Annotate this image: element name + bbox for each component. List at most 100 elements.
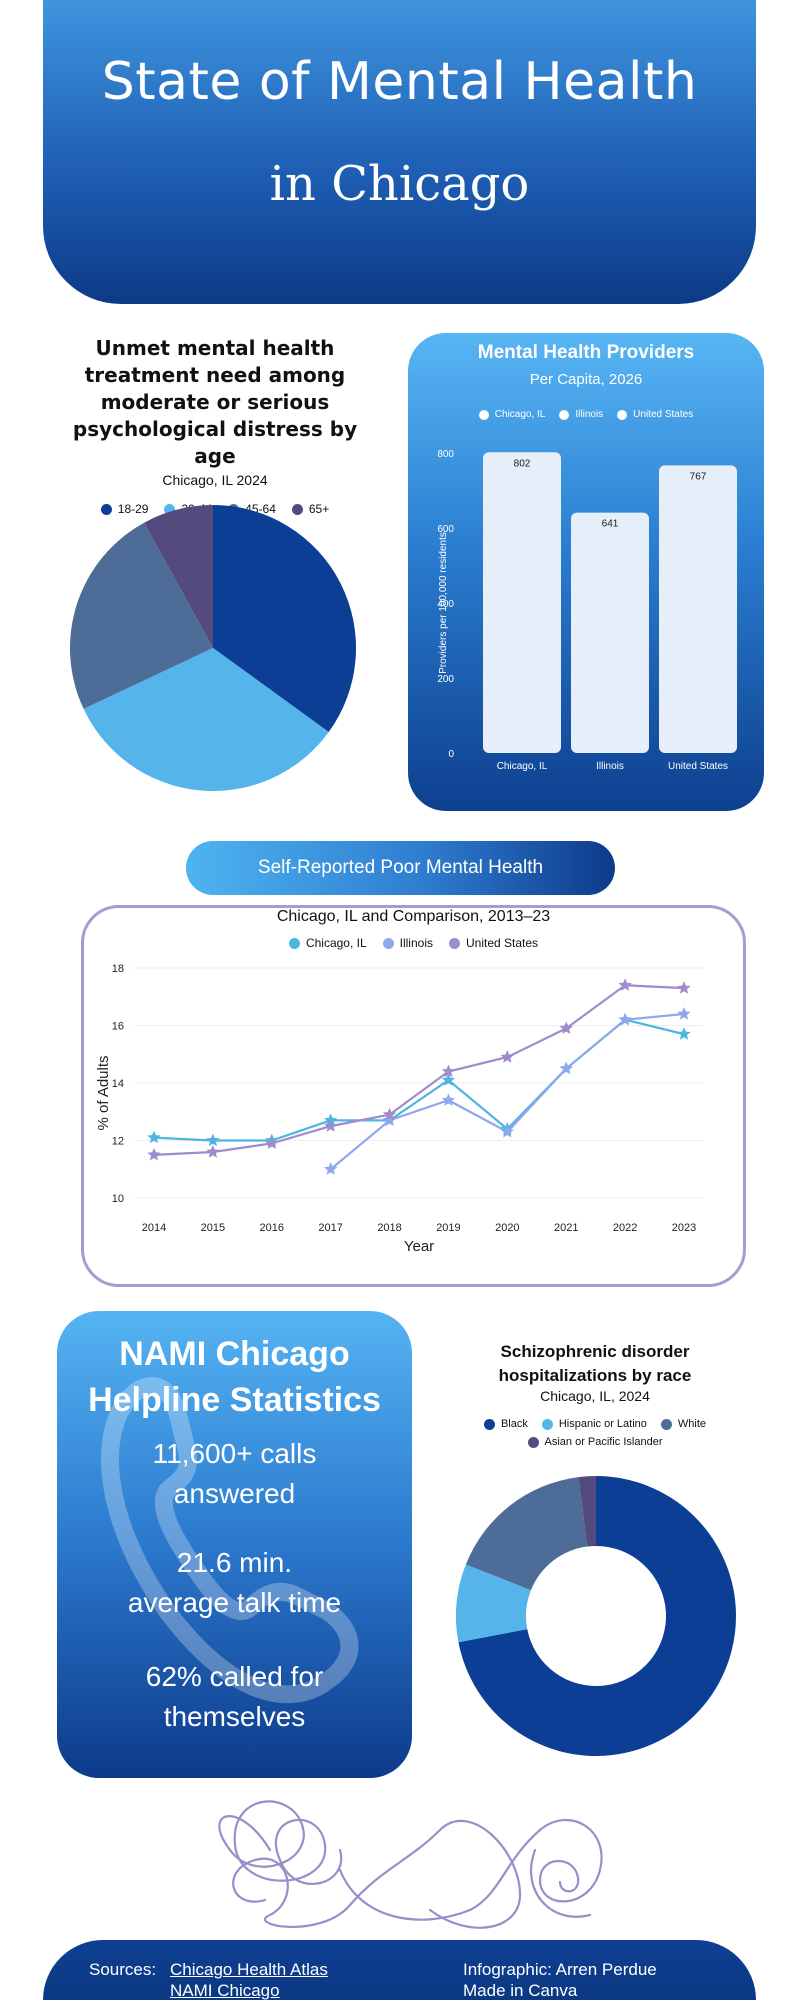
legend-swatch xyxy=(483,1418,495,1430)
legend-label: Illinois xyxy=(399,936,433,950)
race-donut-chart-panel: Schizophrenic disorder hospitalizations … xyxy=(440,1340,750,1760)
data-point-star xyxy=(382,1113,397,1126)
made-in-credit: Made in Canva xyxy=(463,1981,578,2000)
data-point-star xyxy=(677,1007,691,1020)
data-point-star xyxy=(500,1050,514,1063)
stat-line: themselves xyxy=(163,1701,306,1732)
pie-chart xyxy=(69,505,356,791)
data-point-star xyxy=(441,1073,456,1086)
infographic-credit: Infographic: Arren Perdue xyxy=(463,1960,657,1979)
bar-legend: Chicago, IL Illinois United States xyxy=(408,409,764,420)
donut-slice-hispanic-or-latino xyxy=(456,1564,531,1643)
age-pie-chart-panel: Unmet mental health treatment need among… xyxy=(60,335,370,805)
donut-chart-title: Schizophrenic disorder hospitalizations … xyxy=(440,1340,750,1388)
bar-chart: 0 200 400 600 800 Providers per 100,000 resid… xyxy=(437,449,737,772)
stat-talk-time: 21.6 min. average talk time xyxy=(57,1543,412,1623)
stat-calls-answered: 11,600+ calls answered xyxy=(57,1434,412,1514)
legend-item-hispanic: Hispanic or Latino xyxy=(541,1418,647,1430)
data-point-star xyxy=(677,1027,691,1040)
y-tick-label: 400 xyxy=(437,599,454,610)
data-point-star xyxy=(677,981,691,994)
x-tick-label: 2016 xyxy=(260,1222,284,1234)
data-point-star xyxy=(618,1012,632,1026)
data-point-star xyxy=(559,1061,573,1075)
bar-value-label: 641 xyxy=(602,519,619,530)
x-tick-label: 2023 xyxy=(672,1222,696,1234)
legend-label: Chicago, IL xyxy=(494,409,546,420)
x-tick-label: 2019 xyxy=(436,1222,460,1234)
pie-slice-45-64 xyxy=(69,522,213,709)
legend-swatch xyxy=(164,503,176,515)
data-point-star xyxy=(324,1162,338,1175)
providers-bar-chart-panel: Mental Health Providers Per Capita, 2026… xyxy=(408,333,764,811)
line-section-heading: Self-Reported Poor Mental Health xyxy=(186,841,615,895)
data-point-star xyxy=(500,1124,514,1138)
pie-slice-65- xyxy=(144,505,213,648)
stat-line: 21.6 min. xyxy=(176,1547,293,1578)
legend-label: White xyxy=(677,1418,707,1430)
y-axis-label: Providers per 100,000 residents xyxy=(438,532,449,674)
pie-title-line: psychological distress by age xyxy=(72,417,358,468)
line-legend: Chicago, IL Illinois United States xyxy=(84,936,743,950)
stat-line: 62% called for xyxy=(145,1661,324,1692)
legend-swatch xyxy=(527,1436,539,1448)
series-line-united-states xyxy=(153,984,685,1156)
line-chart-panel: Chicago, IL and Comparison, 2013–23 Chic… xyxy=(81,905,746,1287)
nami-helpline-card: NAMI Chicago Helpline Statistics 11,600+… xyxy=(57,1311,412,1778)
source-link-nami-chicago[interactable]: NAMI Chicago xyxy=(170,1981,280,2000)
legend-item-illinois: Illinois xyxy=(559,409,603,420)
legend-item-65-plus: 65+ xyxy=(291,502,329,516)
bar-chart-subtitle: Per Capita, 2026 xyxy=(529,371,643,388)
legend-swatch xyxy=(559,409,570,420)
y-axis-label: % of Adults xyxy=(95,1055,112,1130)
data-point-star xyxy=(206,1145,220,1158)
bar-chicago-il xyxy=(483,452,561,753)
legend-item-chicago: Chicago, IL xyxy=(478,409,546,420)
legend-item-chicago: Chicago, IL xyxy=(288,936,367,950)
y-tick-label: 800 xyxy=(437,449,454,460)
data-point-star xyxy=(324,1119,338,1132)
bar-united-states xyxy=(659,465,737,753)
y-tick-label: 600 xyxy=(437,524,454,535)
legend-swatch xyxy=(617,409,628,420)
legend-label: Illinois xyxy=(575,409,604,420)
footer: Sources: Chicago Health Atlas NAMI Chica… xyxy=(43,1940,756,2000)
stat-line: answered xyxy=(173,1478,296,1509)
data-point-star xyxy=(441,1093,456,1106)
donut-slice-asian-or-pacific-islander xyxy=(578,1476,596,1547)
y-tick-label: 12 xyxy=(112,1136,124,1148)
pie-chart-subtitle: Chicago, IL 2024 xyxy=(162,472,268,488)
pie-slice-30-44 xyxy=(83,648,329,791)
y-tick-label: 0 xyxy=(448,749,454,760)
pie-title-line: Unmet mental health xyxy=(95,336,335,360)
y-tick-label: 16 xyxy=(112,1021,124,1033)
nami-title-line: NAMI Chicago xyxy=(119,1335,350,1373)
legend-swatch xyxy=(288,937,300,949)
legend-item-18-29: 18-29 xyxy=(100,502,148,516)
donut-slice-black xyxy=(458,1476,736,1756)
legend-item-illinois: Illinois xyxy=(382,936,433,950)
y-tick-label: 10 xyxy=(112,1193,124,1205)
x-tick-label: United States xyxy=(668,761,728,772)
bar-value-label: 767 xyxy=(690,471,707,482)
data-point-star xyxy=(382,1107,397,1121)
series-line-illinois xyxy=(329,1012,685,1171)
page-subtitle: in Chicago xyxy=(269,156,530,212)
data-point-star xyxy=(206,1133,220,1147)
donut-title-line: hospitalizations by race xyxy=(498,1366,692,1385)
legend-swatch xyxy=(100,503,112,515)
source-link-chicago-health-atlas[interactable]: Chicago Health Atlas xyxy=(170,1960,328,1979)
legend-item-asian: Asian or Pacific Islander xyxy=(527,1436,663,1448)
legend-item-united-states: United States xyxy=(449,936,538,950)
donut-title-line: Schizophrenic disorder xyxy=(500,1342,690,1361)
legend-label: United States xyxy=(466,936,539,950)
pie-title-line: treatment need among xyxy=(84,363,346,387)
legend-label: Asian or Pacific Islander xyxy=(544,1436,663,1448)
data-point-star xyxy=(147,1147,161,1161)
legend-swatch xyxy=(660,1418,672,1430)
x-tick-label: 2020 xyxy=(495,1222,519,1234)
decorative-scribble-icon xyxy=(218,1800,603,1929)
pie-slice-18-29 xyxy=(213,505,356,733)
donut-slice-white xyxy=(465,1477,588,1591)
y-tick-label: 18 xyxy=(112,963,124,975)
